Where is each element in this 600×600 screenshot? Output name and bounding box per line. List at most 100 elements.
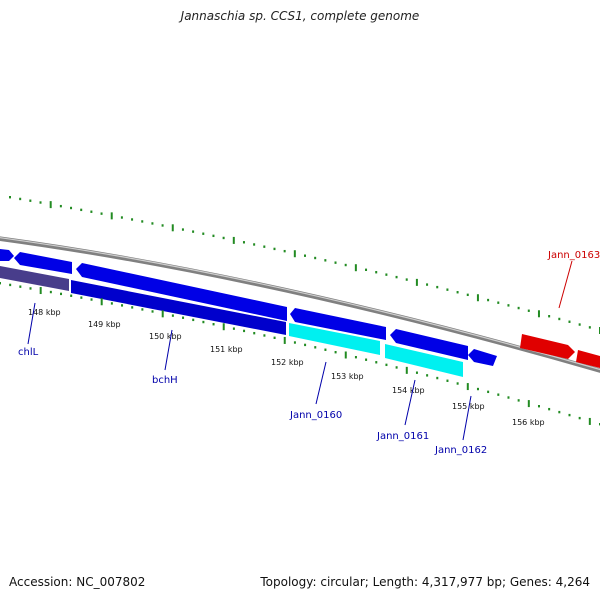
minor-tick	[192, 230, 195, 233]
minor-tick	[273, 247, 276, 251]
minor-tick	[253, 243, 256, 246]
major-tick	[537, 310, 540, 318]
minor-tick	[446, 288, 449, 291]
minor-tick	[395, 366, 398, 369]
minor-tick	[293, 341, 296, 344]
minor-tick	[283, 249, 286, 253]
major-tick	[232, 236, 235, 244]
minor-tick	[324, 259, 327, 262]
jann-0162-label[interactable]: Jann_0162	[434, 445, 487, 456]
minor-tick	[588, 326, 591, 329]
genome-backbone-highlight	[0, 237, 600, 371]
jann-0160-label[interactable]: Jann_0160	[289, 410, 342, 421]
minor-tick	[141, 220, 144, 223]
major-tick	[49, 201, 52, 209]
minor-tick	[568, 320, 571, 323]
minor-tick	[263, 334, 266, 337]
tick-label: 148 kbp	[28, 308, 61, 317]
major-tick	[171, 224, 174, 232]
minor-tick	[171, 314, 174, 317]
reverse-gene-arrow[interactable]	[390, 329, 468, 360]
minor-tick	[110, 302, 113, 305]
jann-0160-leader	[315, 361, 327, 405]
major-tick	[110, 212, 113, 220]
minor-tick	[365, 358, 368, 361]
map-title: Jannaschia sp. CCS1, complete genome	[180, 9, 420, 23]
minor-tick	[578, 416, 581, 420]
minor-tick	[161, 224, 164, 227]
chlL-label[interactable]: chlL	[18, 347, 39, 358]
jann-0161-label[interactable]: Jann_0161	[376, 431, 429, 442]
forward-gene-arrow[interactable]	[576, 350, 600, 368]
jann-0160-gene[interactable]	[289, 323, 380, 355]
minor-tick	[517, 399, 520, 402]
inner-tick-marks	[0, 282, 600, 426]
minor-tick	[497, 301, 500, 304]
minor-tick	[120, 216, 123, 219]
minor-tick	[253, 331, 256, 335]
minor-tick	[334, 351, 337, 354]
major-tick	[588, 417, 591, 425]
minor-tick	[80, 296, 83, 299]
minor-tick	[385, 273, 388, 276]
minor-tick	[80, 208, 83, 212]
minor-tick	[222, 236, 225, 240]
jann-0163-label[interactable]: Jann_0163	[547, 250, 600, 261]
major-tick	[283, 336, 286, 344]
bchH-leader	[164, 329, 173, 371]
minor-tick	[507, 304, 510, 307]
minor-tick	[19, 197, 22, 201]
reverse-gene-arrow[interactable]	[76, 263, 287, 321]
minor-tick	[212, 323, 215, 326]
forward-strand-genes	[520, 334, 600, 368]
major-tick	[527, 400, 530, 408]
major-tick	[476, 294, 479, 302]
minor-tick	[375, 271, 378, 274]
reverse-gene-arrow[interactable]	[290, 308, 386, 340]
major-tick	[354, 264, 357, 272]
minor-tick	[39, 201, 42, 204]
minor-tick	[527, 309, 530, 312]
reverse-gene-arrow[interactable]	[14, 252, 72, 274]
minor-tick	[141, 308, 144, 311]
genome-summary-text: Topology: circular; Length: 4,317,977 bp…	[260, 575, 590, 589]
minor-tick	[344, 263, 347, 267]
minor-tick	[415, 371, 418, 374]
tick-label: 149 kbp	[88, 320, 121, 329]
major-tick	[344, 351, 347, 359]
minor-tick	[0, 282, 1, 285]
accession-text: Accession: NC_007802	[9, 575, 146, 589]
major-tick	[415, 278, 418, 286]
reverse-gene-arrow[interactable]	[0, 249, 14, 261]
jann-0161-gene[interactable]	[385, 344, 463, 377]
minor-tick	[558, 410, 561, 414]
minor-tick	[578, 323, 581, 326]
major-tick	[39, 287, 42, 295]
jann-0163-leader	[558, 260, 573, 309]
minor-tick	[131, 218, 134, 221]
major-tick	[222, 323, 225, 331]
bchH-label[interactable]: bchH	[152, 375, 178, 386]
cds-track	[0, 266, 463, 377]
gene-labels: chlL bchH Jann_0160 Jann_0161 Jann_0162 …	[18, 250, 600, 456]
minor-tick	[212, 234, 215, 238]
minor-tick	[70, 206, 73, 210]
minor-tick	[304, 343, 307, 347]
minor-tick	[70, 294, 73, 297]
chlL-gene[interactable]	[0, 266, 69, 291]
cds-block[interactable]	[71, 280, 286, 335]
outer-tick-marks	[9, 196, 600, 334]
minor-tick	[324, 348, 327, 351]
minor-tick	[497, 393, 500, 396]
minor-tick	[273, 336, 276, 339]
minor-tick	[131, 306, 134, 309]
minor-tick	[9, 196, 11, 199]
minor-tick	[466, 293, 469, 297]
major-tick	[161, 310, 164, 318]
minor-tick	[487, 390, 490, 394]
jann-0162-leader	[462, 395, 472, 441]
major-tick	[466, 383, 469, 391]
reverse-gene-arrow[interactable]	[468, 349, 497, 366]
minor-tick	[558, 317, 561, 321]
forward-gene-arrow[interactable]	[520, 334, 575, 359]
